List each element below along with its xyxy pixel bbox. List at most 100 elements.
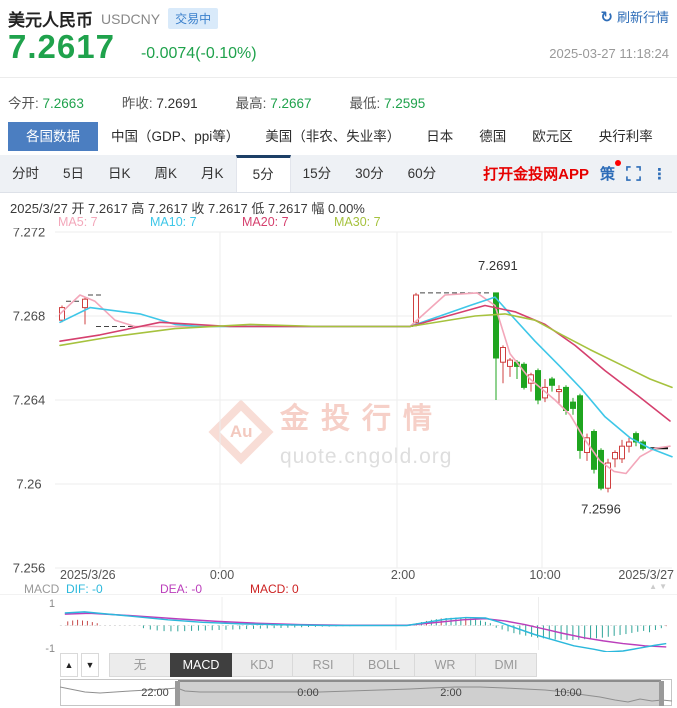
x-axis-label: 10:00 xyxy=(529,568,560,582)
x-axis-label: 0:00 xyxy=(210,568,234,582)
tab-indicator-dmi[interactable]: DMI xyxy=(475,653,537,677)
instrument-title: 美元人民币 xyxy=(8,11,93,30)
price-annotation: 7.2691 xyxy=(478,258,518,273)
candle-body xyxy=(521,363,527,388)
range-navigator[interactable]: 22:00 0:00 2:00 10:00 xyxy=(60,679,672,706)
tab-30min[interactable]: 30分 xyxy=(355,166,384,181)
trading-status-badge: 交易中 xyxy=(168,8,219,29)
candle-body xyxy=(570,401,576,409)
price-annotation: 7.2596 xyxy=(581,501,621,516)
fullscreen-icon[interactable] xyxy=(626,166,641,181)
tab-monthly-k[interactable]: 月K xyxy=(201,166,224,181)
indicator-tab-bar: ▲ ▼ 无 MACD KDJ RSI BOLL WR DMI xyxy=(60,652,677,678)
high-label: 最高: xyxy=(235,96,267,111)
tab-indicator-rsi[interactable]: RSI xyxy=(292,653,354,677)
macd-dif-value: DIF: -0 xyxy=(66,582,103,596)
candlestick-chart[interactable]: Au 金投行情 quote.cngold.org 7.272 7.268 7.264… xyxy=(0,228,677,582)
tab-japan[interactable]: 日本 xyxy=(426,129,454,144)
macd-y-label: 1 xyxy=(49,598,55,610)
low-label: 最低: xyxy=(349,96,381,111)
ma-legend: MA5: 7 MA10: 7 MA20: 7 MA30: 7 xyxy=(58,215,426,229)
tab-indicator-none[interactable]: 无 xyxy=(109,653,171,677)
more-menu-icon[interactable]: ⋮ xyxy=(652,165,667,183)
macd-chart[interactable]: 1 -1 xyxy=(0,594,677,652)
candle-body xyxy=(605,462,611,489)
tab-all-countries[interactable]: 各国数据 xyxy=(8,122,98,151)
header-divider xyxy=(0,77,677,78)
candlestick-svg[interactable]: 7.272 7.268 7.264 7.26 7.256 2025/3/26 0:00 2:0… xyxy=(0,228,677,582)
tab-60min[interactable]: 60分 xyxy=(407,166,437,181)
candle-body xyxy=(633,433,639,443)
refresh-icon: ↻ xyxy=(600,8,613,26)
instrument-symbol: USDCNY xyxy=(101,10,161,27)
y-axis-label: 7.272 xyxy=(13,228,46,240)
tab-indicator-boll[interactable]: BOLL xyxy=(353,653,415,677)
ma5-legend: MA5: 7 xyxy=(58,215,98,229)
ma30-legend: MA30: 7 xyxy=(334,215,381,229)
open-app-link[interactable]: 打开金投网APP xyxy=(483,166,589,183)
open-value: 7.2663 xyxy=(42,96,84,111)
refresh-label: 刷新行情 xyxy=(616,10,669,25)
candle-body xyxy=(619,445,625,460)
ma5-line xyxy=(59,292,671,475)
candle-body xyxy=(413,294,419,323)
navigator-right-handle[interactable] xyxy=(659,681,664,706)
price-change: -0.0074(-0.10%) xyxy=(140,45,257,62)
candle-body xyxy=(598,449,604,489)
tab-indicator-wr[interactable]: WR xyxy=(414,653,476,677)
low-value: 7.2595 xyxy=(384,96,426,111)
tab-central-bank-rates[interactable]: 央行利率 xyxy=(598,129,653,144)
tab-daily-k[interactable]: 日K xyxy=(108,166,131,181)
ma20-legend: MA20: 7 xyxy=(242,215,289,229)
last-price: 7.2617 xyxy=(8,28,115,65)
instrument-header: 美元人民币 USDCNY 交易中 xyxy=(8,6,219,31)
tab-usa[interactable]: 美国（非农、失业率） xyxy=(265,129,401,144)
macd-hist-value: MACD: 0 xyxy=(250,582,299,596)
ma10-line xyxy=(59,296,673,458)
tab-indicator-kdj[interactable]: KDJ xyxy=(231,653,293,677)
open-label: 今开: xyxy=(8,96,39,111)
y-axis-label: 7.268 xyxy=(13,309,46,324)
macd-dea-value: DEA: -0 xyxy=(160,582,203,596)
candle-body xyxy=(563,386,569,411)
prev-close-label: 昨收: xyxy=(121,96,153,111)
tab-15min[interactable]: 15分 xyxy=(302,166,332,181)
x-axis-label: 2025/3/27 xyxy=(618,568,674,582)
tab-eurozone[interactable]: 欧元区 xyxy=(532,129,573,144)
y-axis-label: 7.256 xyxy=(13,561,46,576)
price-row: 7.2617 -0.0074(-0.10%) 2025-03-27 11:18:… xyxy=(8,28,669,66)
macd-panel-label: MACD xyxy=(24,582,60,596)
candle-body xyxy=(493,292,499,359)
tab-timeline[interactable]: 分时 xyxy=(12,166,39,181)
navigator-window[interactable] xyxy=(175,680,664,706)
y-axis-label: 7.26 xyxy=(16,477,41,492)
macd-header: MACD DIF: -0 DEA: -0 MACD: 0 ▲▼ xyxy=(0,582,677,596)
strategy-icon[interactable]: 策 xyxy=(600,160,621,184)
period-bar-tools: 打开金投网APP 策 ⋮ xyxy=(483,155,677,192)
candle-body xyxy=(507,359,513,367)
candle-body xyxy=(556,389,562,393)
tab-5min[interactable]: 5分 xyxy=(235,155,291,192)
dea-line xyxy=(64,612,667,648)
period-tab-bar: 分时 5日 日K 周K 月K 5分 15分 30分 60分 打开金投网APP 策… xyxy=(0,155,677,193)
indicator-down-button[interactable]: ▼ xyxy=(81,653,99,677)
refresh-quotes-button[interactable]: ↻ 刷新行情 xyxy=(600,7,669,26)
macd-scale-arrows-icon[interactable]: ▲▼ xyxy=(649,582,669,591)
navigator-left-handle[interactable] xyxy=(175,681,180,706)
country-tab-bar: 各国数据 中国（GDP、ppi等） 美国（非农、失业率） 日本 德国 欧元区 央… xyxy=(8,122,677,151)
tab-germany[interactable]: 德国 xyxy=(479,129,507,144)
ohlc-stats-row: 今开: 7.2663 昨收: 7.2691 最高: 7.2667 最低: 7.2… xyxy=(8,92,463,112)
candle-info-row: 2025/3/27 开 7.2617 高 7.2617 收 7.2617 低 7… xyxy=(10,201,365,216)
ma10-legend: MA10: 7 xyxy=(150,215,197,229)
tab-china[interactable]: 中国（GDP、ppi等） xyxy=(111,129,240,144)
tab-indicator-macd[interactable]: MACD xyxy=(170,653,232,677)
ma30-line xyxy=(59,313,673,389)
notification-dot xyxy=(615,160,621,166)
high-value: 7.2667 xyxy=(270,96,312,111)
indicator-up-button[interactable]: ▲ xyxy=(60,653,78,677)
tab-5day[interactable]: 5日 xyxy=(63,166,85,181)
tab-weekly-k[interactable]: 周K xyxy=(154,166,178,181)
y-axis-label: 7.264 xyxy=(13,393,46,408)
candle-body xyxy=(626,441,632,447)
